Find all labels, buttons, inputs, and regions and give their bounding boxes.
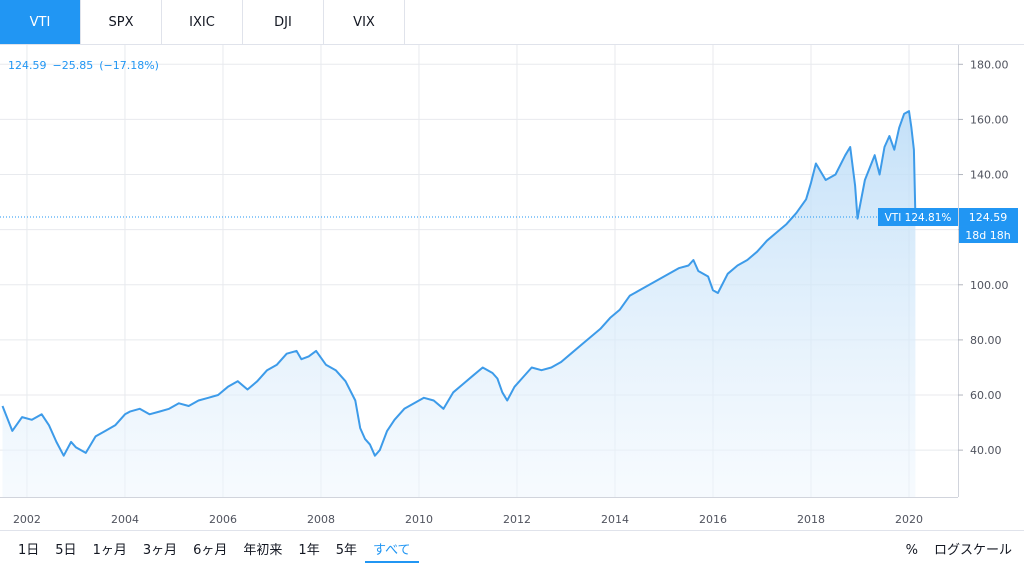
range-5y[interactable]: 5年	[335, 543, 357, 558]
y-tick-label: 180.00	[970, 58, 1009, 71]
y-tick-label: 140.00	[970, 169, 1009, 182]
legend-change-percent: (−17.18%)	[99, 59, 159, 72]
y-tick-label: 40.00	[970, 444, 1002, 457]
bottom-toolbar: 1日 5日 1ヶ月 3ヶ月 6ヶ月 年初来 1年 5年 すべて % ログスケール	[0, 530, 1024, 574]
x-tick-label: 2020	[895, 513, 923, 526]
overlay-label: VTI 124.81%	[885, 212, 952, 224]
x-tick-label: 2018	[797, 513, 825, 526]
tab-dji[interactable]: DJI	[243, 0, 324, 44]
x-tick-label: 2010	[405, 513, 433, 526]
range-all[interactable]: すべて	[364, 539, 419, 563]
x-tick-label: 2012	[503, 513, 531, 526]
legend-change: −25.85	[52, 59, 94, 72]
x-tick-label: 2004	[111, 513, 139, 526]
range-5d[interactable]: 5日	[55, 543, 77, 558]
range-1d[interactable]: 1日	[18, 543, 40, 558]
log-scale-button[interactable]: ログスケール	[933, 543, 1012, 558]
range-ytd[interactable]: 年初来	[243, 543, 283, 558]
range-1m[interactable]: 1ヶ月	[92, 543, 127, 558]
y-tick-label: 100.00	[970, 279, 1009, 292]
countdown-badge	[959, 226, 1018, 244]
x-tick-label: 2008	[307, 513, 335, 526]
y-tick-label: 80.00	[970, 334, 1002, 347]
percent-scale-button[interactable]: %	[905, 543, 918, 558]
tab-vti[interactable]: VTI	[0, 0, 81, 44]
tab-ixic[interactable]: IXIC	[162, 0, 243, 44]
legend-last-price: 124.59	[8, 59, 47, 72]
x-tick-label: 2016	[699, 513, 727, 526]
overlay-label-box	[878, 208, 958, 227]
countdown-label: 18d 18h	[965, 229, 1010, 242]
tab-spx[interactable]: SPX	[81, 0, 162, 44]
last-value-badge	[959, 208, 1018, 227]
symbol-tabs: VTI SPX IXIC DJI VIX	[0, 0, 1024, 45]
x-tick-label: 2014	[601, 513, 629, 526]
range-1y[interactable]: 1年	[298, 543, 320, 558]
scale-controls: % ログスケール	[906, 539, 1012, 563]
tab-vix[interactable]: VIX	[324, 0, 405, 44]
y-tick-label: 60.00	[970, 389, 1002, 402]
price-chart[interactable]: 40.0060.0080.00100.00120.00140.00160.001…	[0, 45, 1024, 529]
price-area	[2, 111, 916, 497]
range-3m[interactable]: 3ヶ月	[142, 543, 178, 558]
range-selector: 1日 5日 1ヶ月 3ヶ月 6ヶ月 年初来 1年 5年 すべて	[10, 539, 419, 563]
y-tick-label: 160.00	[970, 113, 1009, 126]
price-line	[1, 110, 917, 457]
range-6m[interactable]: 6ヶ月	[193, 543, 228, 558]
price-legend: 124.59 −25.85 (−17.18%)	[8, 59, 165, 72]
x-tick-label: 2006	[209, 513, 237, 526]
last-value-label: 124.59	[969, 211, 1008, 224]
x-tick-label: 2002	[13, 513, 41, 526]
